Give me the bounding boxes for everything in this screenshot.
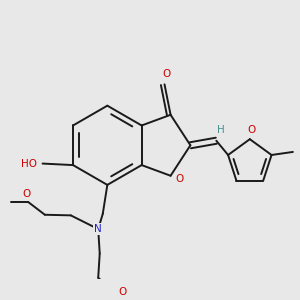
Text: O: O <box>118 287 127 297</box>
Text: O: O <box>22 189 31 199</box>
Text: O: O <box>162 69 170 79</box>
Text: N: N <box>94 224 102 234</box>
Text: O: O <box>247 125 256 135</box>
Text: H: H <box>217 125 225 135</box>
Text: HO: HO <box>21 159 37 169</box>
Text: O: O <box>175 174 183 184</box>
